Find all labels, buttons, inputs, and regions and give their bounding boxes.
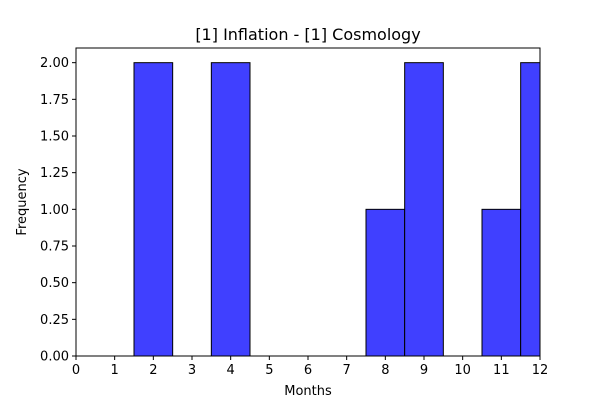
x-tick-label: 2: [149, 363, 157, 378]
x-tick-label: 8: [381, 363, 389, 378]
bar-month-8: [365, 208, 406, 357]
y-axis-ticks: 0.00 0.25 0.50 0.75 1.00 1.25 1.50 1.75 2.00: [40, 56, 76, 365]
y-axis-label: Frequency: [15, 168, 30, 235]
y-tick-label: 0.50: [40, 276, 69, 291]
x-tick-label: 12: [532, 363, 549, 378]
y-tick-label: 0.75: [40, 240, 69, 255]
x-tick-label: 1: [111, 363, 119, 378]
x-tick-label: 0: [72, 363, 80, 378]
x-tick-label: 6: [304, 363, 312, 378]
x-axis-ticks: 0 1 2 3 4 5 6 7 8 9 10 11 12: [72, 356, 548, 378]
bar-month-9: [404, 62, 444, 357]
bars-group: [133, 62, 541, 357]
y-tick-label: 0.00: [40, 350, 69, 365]
bar-month-2: [133, 62, 174, 357]
x-tick-label: 5: [265, 363, 273, 378]
y-tick-label: 1.00: [40, 203, 69, 218]
chart-title: [1] Inflation - [1] Cosmology: [195, 25, 420, 44]
x-tick-label: 7: [343, 363, 351, 378]
bar-month-11: [481, 208, 522, 357]
y-tick-label: 0.25: [40, 313, 69, 328]
x-tick-label: 10: [454, 363, 471, 378]
y-tick-label: 1.50: [40, 130, 69, 145]
y-tick-label: 1.75: [40, 93, 69, 108]
bar-month-12: [520, 62, 541, 357]
bar-month-4: [210, 62, 251, 357]
y-tick-label: 2.00: [40, 56, 69, 71]
x-tick-label: 11: [493, 363, 510, 378]
x-tick-label: 3: [188, 363, 196, 378]
x-tick-label: 9: [420, 363, 428, 378]
x-tick-label: 4: [227, 363, 235, 378]
y-tick-label: 1.25: [40, 166, 69, 181]
x-axis-label: Months: [284, 384, 332, 399]
